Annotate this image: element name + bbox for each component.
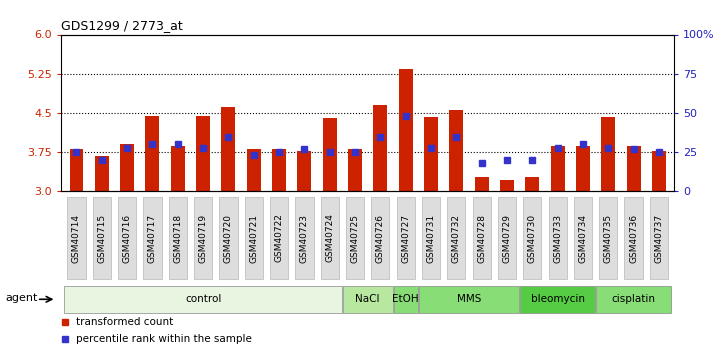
Bar [474, 177, 489, 191]
FancyBboxPatch shape [549, 197, 567, 279]
FancyBboxPatch shape [498, 197, 516, 279]
Text: GSM40717: GSM40717 [148, 214, 157, 263]
Text: GSM40737: GSM40737 [655, 214, 663, 263]
Bar [95, 156, 109, 191]
Bar [120, 144, 134, 191]
FancyBboxPatch shape [270, 197, 288, 279]
Text: GSM40718: GSM40718 [173, 214, 182, 263]
Text: GSM40724: GSM40724 [325, 214, 335, 263]
Text: MMS: MMS [457, 294, 481, 304]
Bar [69, 149, 84, 191]
FancyBboxPatch shape [343, 286, 392, 313]
FancyBboxPatch shape [169, 197, 187, 279]
Text: GSM40735: GSM40735 [603, 214, 613, 263]
Text: cisplatin: cisplatin [611, 294, 655, 304]
Bar [424, 117, 438, 191]
Bar [171, 146, 185, 191]
Text: GSM40732: GSM40732 [452, 214, 461, 263]
Text: transformed count: transformed count [76, 317, 173, 327]
Text: agent: agent [5, 293, 37, 303]
Text: GSM40736: GSM40736 [629, 214, 638, 263]
FancyBboxPatch shape [371, 197, 389, 279]
Bar [373, 105, 387, 191]
Text: control: control [185, 294, 221, 304]
FancyBboxPatch shape [64, 286, 342, 313]
FancyBboxPatch shape [394, 286, 418, 313]
Bar [247, 149, 261, 191]
Bar [348, 149, 362, 191]
Bar [526, 177, 539, 191]
FancyBboxPatch shape [523, 197, 541, 279]
Text: GSM40723: GSM40723 [300, 214, 309, 263]
FancyBboxPatch shape [321, 197, 339, 279]
Text: GSM40727: GSM40727 [401, 214, 410, 263]
Text: GSM40728: GSM40728 [477, 214, 486, 263]
Text: GSM40715: GSM40715 [97, 214, 106, 263]
Text: GSM40731: GSM40731 [427, 214, 435, 263]
FancyBboxPatch shape [574, 197, 592, 279]
Bar [601, 117, 615, 191]
FancyBboxPatch shape [244, 197, 263, 279]
FancyBboxPatch shape [93, 197, 111, 279]
FancyBboxPatch shape [624, 197, 642, 279]
FancyBboxPatch shape [650, 197, 668, 279]
FancyBboxPatch shape [472, 197, 491, 279]
Bar [196, 116, 210, 191]
Text: NaCl: NaCl [355, 294, 380, 304]
Text: GSM40716: GSM40716 [123, 214, 132, 263]
Text: GDS1299 / 2773_at: GDS1299 / 2773_at [61, 19, 183, 32]
FancyBboxPatch shape [296, 197, 314, 279]
Text: GSM40714: GSM40714 [72, 214, 81, 263]
FancyBboxPatch shape [118, 197, 136, 279]
Text: bleomycin: bleomycin [531, 294, 585, 304]
Text: GSM40722: GSM40722 [275, 214, 283, 263]
Text: percentile rank within the sample: percentile rank within the sample [76, 334, 252, 344]
Text: GSM40726: GSM40726 [376, 214, 385, 263]
FancyBboxPatch shape [397, 197, 415, 279]
FancyBboxPatch shape [520, 286, 595, 313]
Bar [399, 69, 412, 191]
FancyBboxPatch shape [599, 197, 617, 279]
Bar [551, 146, 565, 191]
Text: GSM40733: GSM40733 [553, 214, 562, 263]
Bar [221, 107, 235, 191]
Text: GSM40734: GSM40734 [578, 214, 588, 263]
FancyBboxPatch shape [67, 197, 86, 279]
Bar [323, 118, 337, 191]
FancyBboxPatch shape [596, 286, 671, 313]
Text: GSM40721: GSM40721 [249, 214, 258, 263]
Text: GSM40729: GSM40729 [503, 214, 511, 263]
Bar [576, 146, 590, 191]
Bar [627, 146, 640, 191]
Text: GSM40730: GSM40730 [528, 214, 537, 263]
Text: GSM40719: GSM40719 [198, 214, 208, 263]
FancyBboxPatch shape [422, 197, 440, 279]
Bar [146, 116, 159, 191]
FancyBboxPatch shape [447, 197, 466, 279]
FancyBboxPatch shape [346, 197, 364, 279]
Bar [500, 180, 514, 191]
Bar [449, 110, 464, 191]
FancyBboxPatch shape [143, 197, 162, 279]
Bar [298, 151, 311, 191]
FancyBboxPatch shape [219, 197, 237, 279]
FancyBboxPatch shape [194, 197, 212, 279]
Text: GSM40725: GSM40725 [350, 214, 360, 263]
Bar [652, 151, 666, 191]
Text: EtOH: EtOH [392, 294, 419, 304]
FancyBboxPatch shape [419, 286, 519, 313]
Text: GSM40720: GSM40720 [224, 214, 233, 263]
Bar [272, 149, 286, 191]
